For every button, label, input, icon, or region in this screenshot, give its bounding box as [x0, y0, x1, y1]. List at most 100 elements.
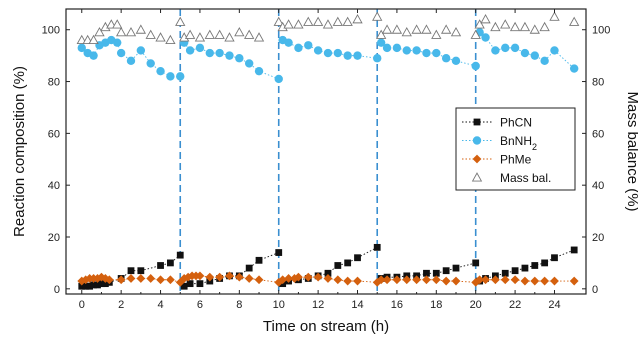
- data-point: [185, 46, 195, 55]
- x-tick-label: 10: [273, 299, 285, 311]
- data-point: [470, 29, 481, 39]
- data-point: [510, 43, 520, 53]
- series-connector: [282, 39, 378, 59]
- data-point: [431, 275, 441, 285]
- x-axis: 0 2 4 6 8 10 12 14 16 18 20 22 24: [79, 9, 561, 311]
- data-point: [392, 275, 402, 285]
- data-point: [82, 282, 90, 290]
- data-point: [90, 281, 97, 289]
- data-point: [441, 54, 451, 63]
- data-point: [332, 16, 343, 26]
- data-point: [481, 33, 490, 42]
- y-axis-left: 0 20 40 60 80 100: [42, 25, 70, 296]
- data-point: [372, 11, 383, 21]
- data-point: [235, 54, 244, 63]
- data-point: [313, 272, 323, 282]
- y-tick-label: 60: [48, 128, 60, 140]
- data-point: [451, 276, 461, 286]
- y2-tick-label: 80: [592, 77, 604, 89]
- y-axis-right: 0 20 40 60 80 100: [582, 25, 610, 296]
- data-point: [354, 254, 361, 262]
- data-point: [511, 267, 519, 275]
- series-connector: [479, 31, 575, 69]
- x-tick-label: 18: [430, 299, 442, 311]
- data-point: [401, 26, 412, 37]
- data-point: [283, 19, 294, 29]
- data-point: [550, 276, 559, 286]
- data-point: [490, 21, 501, 32]
- data-point: [391, 24, 403, 34]
- data-point: [284, 274, 293, 283]
- data-point: [244, 274, 254, 283]
- data-point: [113, 38, 122, 47]
- x-tick-label: 8: [236, 299, 242, 311]
- data-point: [471, 61, 480, 71]
- data-point: [254, 66, 264, 76]
- data-point: [500, 275, 510, 285]
- legend-marker: [472, 136, 482, 145]
- data-point: [303, 16, 314, 26]
- y-tick-label: 0: [54, 284, 60, 296]
- data-point: [89, 51, 98, 60]
- data-point: [452, 264, 460, 272]
- data-point: [166, 259, 174, 267]
- data-point: [245, 264, 253, 272]
- data-point: [184, 29, 196, 39]
- data-point: [352, 14, 363, 24]
- data-point: [155, 32, 166, 42]
- series-connector: [183, 42, 279, 80]
- data-point: [157, 262, 164, 269]
- data-point: [294, 43, 303, 53]
- data-point: [254, 275, 264, 285]
- data-point: [186, 280, 194, 288]
- data-point: [421, 24, 432, 34]
- data-point: [376, 38, 386, 47]
- data-point: [274, 74, 283, 84]
- data-point: [214, 29, 225, 39]
- series-bnnh2: [77, 28, 579, 84]
- data-point: [146, 274, 156, 283]
- data-point: [402, 275, 412, 285]
- data-point: [313, 46, 323, 55]
- data-point: [521, 264, 529, 272]
- data-point: [88, 34, 99, 45]
- y-axis-right-title: Mass balance (%): [624, 91, 638, 211]
- data-point: [94, 281, 101, 289]
- data-point: [126, 56, 136, 66]
- data-point: [224, 32, 235, 42]
- data-point: [255, 256, 263, 264]
- data-point: [333, 48, 343, 58]
- data-point: [442, 267, 450, 275]
- series-phme: [77, 271, 579, 287]
- data-point: [432, 48, 441, 58]
- y-tick-label: 100: [42, 25, 60, 37]
- data-point: [322, 19, 334, 29]
- series-mass-bal-: [76, 11, 580, 45]
- data-point: [166, 72, 175, 81]
- series-connector: [184, 252, 279, 287]
- series-connector: [381, 262, 476, 279]
- data-point: [77, 43, 86, 53]
- data-point: [244, 29, 255, 39]
- legend-label: Mass bal.: [500, 171, 551, 185]
- data-point: [215, 48, 224, 58]
- x-tick-label: 4: [157, 299, 163, 311]
- data-point: [422, 275, 431, 285]
- plot-frame: [65, 8, 587, 295]
- data-point: [423, 269, 430, 277]
- y-axis-left-title: Reaction composition (%): [11, 66, 28, 237]
- data-point: [529, 24, 540, 34]
- data-point: [196, 280, 204, 288]
- data-point: [273, 16, 284, 26]
- data-point: [333, 275, 343, 285]
- data-point: [293, 19, 304, 29]
- data-point: [540, 276, 550, 286]
- x-tick-label: 20: [470, 299, 482, 311]
- data-point: [531, 262, 539, 269]
- data-point: [180, 282, 188, 290]
- data-point: [324, 269, 332, 277]
- data-point: [569, 16, 580, 26]
- data-point: [353, 51, 362, 60]
- data-point: [275, 249, 283, 256]
